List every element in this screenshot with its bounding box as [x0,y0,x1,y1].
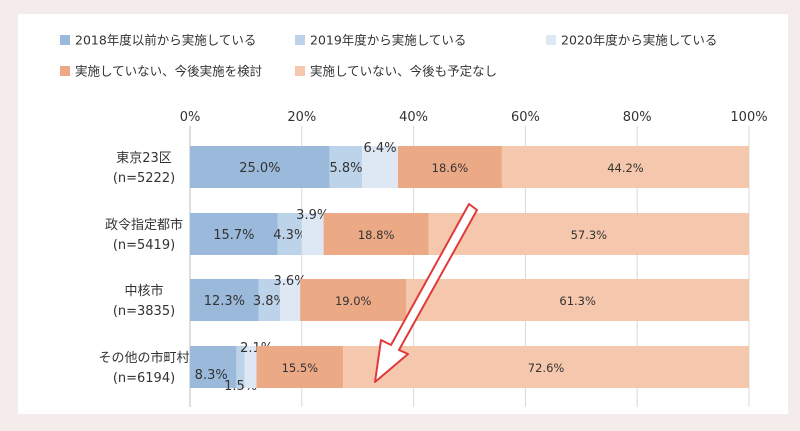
bar-segment [397,146,502,188]
legend-swatch [60,66,70,76]
bar-value-label: 3.6% [274,274,307,289]
bar-value-label: 72.6% [528,361,565,375]
bar-value-label: 18.6% [432,161,469,175]
category-label: 中核市 [124,283,163,299]
category-n-label: (n=6194) [113,371,175,386]
x-tick-label: 40% [399,110,428,125]
legend-swatch [60,35,70,45]
chart-card: 2018年度以前から実施している 2019年度から実施している 2020年度から実施… [18,14,788,414]
category-n-label: (n=3835) [113,304,175,319]
legend-swatch [295,35,305,45]
bar-value-label: 4.3% [273,228,306,243]
bar-segment [428,213,749,255]
legend-swatch [295,66,305,76]
bar-value-label: 3.8% [253,294,286,309]
legend-label: 実施していない、今後実施を検討 [75,64,262,79]
x-tick-label: 80% [623,110,652,125]
bar-segment [190,213,278,255]
bar-segment [258,279,280,321]
x-tick-label: 20% [287,110,316,125]
bar-value-label: 8.3% [195,368,228,383]
bar-segment [323,213,429,255]
bar-segment [343,346,749,388]
bar-segment [406,279,749,321]
bar-segment [190,279,259,321]
bar-segment [362,146,398,188]
bar-segment [256,346,344,388]
bar-value-label: 15.5% [282,361,319,375]
stacked-bar-chart: 2018年度以前から実施している 2019年度から実施している 2020年度から実施… [60,33,768,407]
bar-value-label: 18.8% [358,228,395,242]
legend-swatch [546,35,556,45]
bar-segment [329,146,363,188]
annotation-arrow-shape [374,203,478,383]
bar-segment [244,346,257,388]
bar-segment [236,346,245,388]
bar-value-label: 3.9% [296,208,329,223]
legend-label: 2019年度から実施している [310,33,466,48]
x-tick-label: 100% [730,110,767,125]
bar-value-label: 57.3% [571,228,608,242]
bar-segment [301,213,324,255]
legend-label: 実施していない、今後も予定なし [310,64,497,79]
bar-segment [190,146,330,188]
bar-segment [501,146,749,188]
bar-value-label: 12.3% [204,294,245,309]
bar-value-label: 6.4% [364,141,397,156]
bar-value-label: 19.0% [335,294,372,308]
category-label: 政令指定都市 [105,217,183,233]
bar-value-label: 44.2% [607,161,644,175]
bar-segment [300,279,407,321]
category-n-label: (n=5222) [113,171,175,186]
x-tick-label: 0% [180,110,201,125]
bar-value-label: 15.7% [213,228,254,243]
bar-segment [190,346,237,388]
bar-segment [277,213,302,255]
legend-label: 2020年度から実施している [561,33,717,48]
category-label: その他の市町村 [98,350,189,366]
bar-value-label: 5.8% [329,161,362,176]
x-tick-label: 60% [511,110,540,125]
legend-label: 2018年度以前から実施している [75,33,256,48]
bar-value-label: 61.3% [559,294,596,308]
bar-value-label: 25.0% [239,161,280,176]
annotation-arrow [374,203,478,383]
category-label: 東京23区 [116,150,172,166]
bar-segment [279,279,301,321]
category-n-label: (n=5419) [113,238,175,253]
